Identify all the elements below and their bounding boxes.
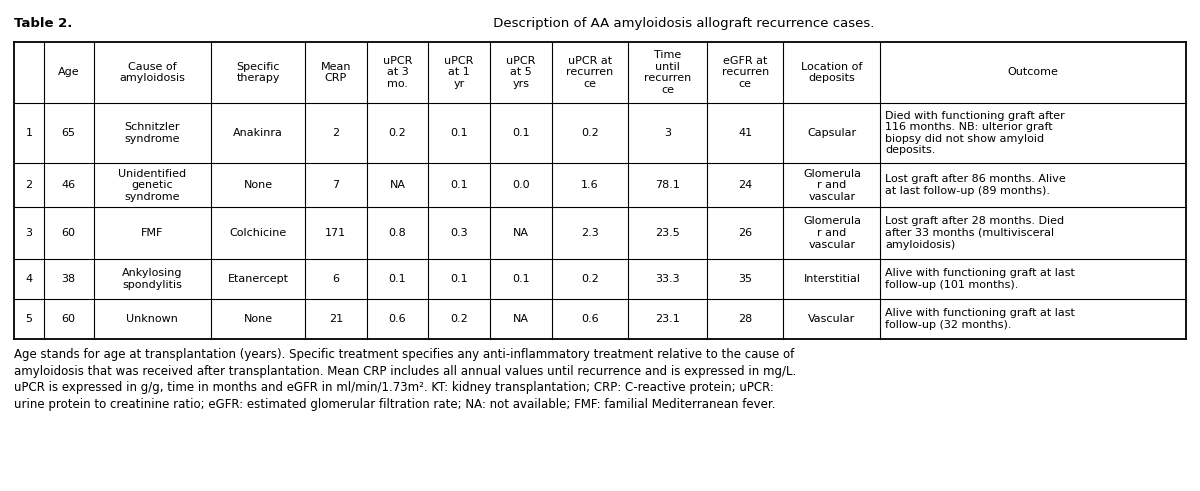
- Text: Location of
deposits: Location of deposits: [802, 62, 863, 83]
- Text: Time
until
recurren
ce: Time until recurren ce: [644, 50, 691, 95]
- Text: 33.3: 33.3: [655, 274, 680, 284]
- Text: NA: NA: [512, 314, 529, 324]
- Text: 28: 28: [738, 314, 752, 324]
- Text: 23.1: 23.1: [655, 314, 680, 324]
- Text: Colchicine: Colchicine: [229, 228, 287, 238]
- Text: 5: 5: [25, 314, 32, 324]
- Text: 0.1: 0.1: [450, 274, 468, 284]
- Text: Lost graft after 86 months. Alive
at last follow-up (89 months).: Lost graft after 86 months. Alive at las…: [886, 174, 1066, 196]
- Text: 2: 2: [25, 180, 32, 190]
- Text: 0.1: 0.1: [389, 274, 407, 284]
- Text: 46: 46: [61, 180, 76, 190]
- Text: Age: Age: [58, 67, 79, 78]
- Text: 26: 26: [738, 228, 752, 238]
- Text: 0.1: 0.1: [450, 128, 468, 138]
- Text: 60: 60: [61, 314, 76, 324]
- Text: 23.5: 23.5: [655, 228, 680, 238]
- Text: 171: 171: [325, 228, 347, 238]
- Text: uPCR
at 3
mo.: uPCR at 3 mo.: [383, 56, 412, 89]
- Text: Unidentified
genetic
syndrome: Unidentified genetic syndrome: [119, 168, 186, 202]
- Text: 0.1: 0.1: [450, 180, 468, 190]
- Text: eGFR at
recurren
ce: eGFR at recurren ce: [721, 56, 769, 89]
- Text: Capsular: Capsular: [808, 128, 857, 138]
- Text: 0.8: 0.8: [389, 228, 407, 238]
- Text: Alive with functioning graft at last
follow-up (32 months).: Alive with functioning graft at last fol…: [886, 308, 1075, 330]
- Text: 3: 3: [25, 228, 32, 238]
- Text: uPCR
at 5
yrs: uPCR at 5 yrs: [506, 56, 535, 89]
- Text: 60: 60: [61, 228, 76, 238]
- Text: 4: 4: [25, 274, 32, 284]
- Text: Glomerula
r and
vascular: Glomerula r and vascular: [803, 168, 860, 202]
- Text: 21: 21: [329, 314, 343, 324]
- Text: None: None: [244, 314, 272, 324]
- Text: Cause of
amyloidosis: Cause of amyloidosis: [120, 62, 185, 83]
- Text: Interstitial: Interstitial: [803, 274, 860, 284]
- Text: Ankylosing
spondylitis: Ankylosing spondylitis: [122, 268, 182, 290]
- Text: 0.2: 0.2: [389, 128, 407, 138]
- Text: 38: 38: [61, 274, 76, 284]
- Text: Specific
therapy: Specific therapy: [236, 62, 280, 83]
- Text: Outcome: Outcome: [1008, 67, 1058, 78]
- Text: Schnitzler
syndrome: Schnitzler syndrome: [125, 122, 180, 144]
- Text: 0.3: 0.3: [450, 228, 468, 238]
- Text: Mean
CRP: Mean CRP: [320, 62, 352, 83]
- Text: uPCR at
recurren
ce: uPCR at recurren ce: [566, 56, 613, 89]
- Text: 7: 7: [332, 180, 340, 190]
- Text: FMF: FMF: [142, 228, 163, 238]
- Text: 0.1: 0.1: [512, 128, 529, 138]
- Text: 1: 1: [25, 128, 32, 138]
- Text: 78.1: 78.1: [655, 180, 680, 190]
- Text: Unknown: Unknown: [126, 314, 179, 324]
- Text: 35: 35: [738, 274, 752, 284]
- Text: None: None: [244, 180, 272, 190]
- Text: Glomerula
r and
vascular: Glomerula r and vascular: [803, 217, 860, 249]
- Text: 0.2: 0.2: [450, 314, 468, 324]
- Text: Died with functioning graft after
116 months. NB: ulterior graft
biopsy did not : Died with functioning graft after 116 mo…: [886, 110, 1064, 156]
- Text: 0.2: 0.2: [581, 128, 599, 138]
- Text: Alive with functioning graft at last
follow-up (101 months).: Alive with functioning graft at last fol…: [886, 268, 1075, 290]
- Text: 0.6: 0.6: [581, 314, 599, 324]
- Text: 0.6: 0.6: [389, 314, 407, 324]
- Text: 2: 2: [332, 128, 340, 138]
- Text: Lost graft after 28 months. Died
after 33 months (multivisceral
amyloidosis): Lost graft after 28 months. Died after 3…: [886, 217, 1064, 249]
- Text: 2.3: 2.3: [581, 228, 599, 238]
- Text: Etanercept: Etanercept: [228, 274, 288, 284]
- Text: 1.6: 1.6: [581, 180, 599, 190]
- Text: 41: 41: [738, 128, 752, 138]
- Text: Table 2.: Table 2.: [14, 17, 73, 30]
- Text: NA: NA: [512, 228, 529, 238]
- Text: Anakinra: Anakinra: [233, 128, 283, 138]
- Text: 65: 65: [61, 128, 76, 138]
- Text: 24: 24: [738, 180, 752, 190]
- Text: NA: NA: [390, 180, 406, 190]
- Text: Age stands for age at transplantation (years). Specific treatment specifies any : Age stands for age at transplantation (y…: [14, 348, 797, 410]
- Text: Vascular: Vascular: [809, 314, 856, 324]
- Text: 0.0: 0.0: [512, 180, 529, 190]
- Text: 0.2: 0.2: [581, 274, 599, 284]
- Text: uPCR
at 1
yr: uPCR at 1 yr: [444, 56, 474, 89]
- Text: Description of AA amyloidosis allograft recurrence cases.: Description of AA amyloidosis allograft …: [488, 17, 874, 30]
- Text: 0.1: 0.1: [512, 274, 529, 284]
- Text: 3: 3: [664, 128, 671, 138]
- Text: 6: 6: [332, 274, 340, 284]
